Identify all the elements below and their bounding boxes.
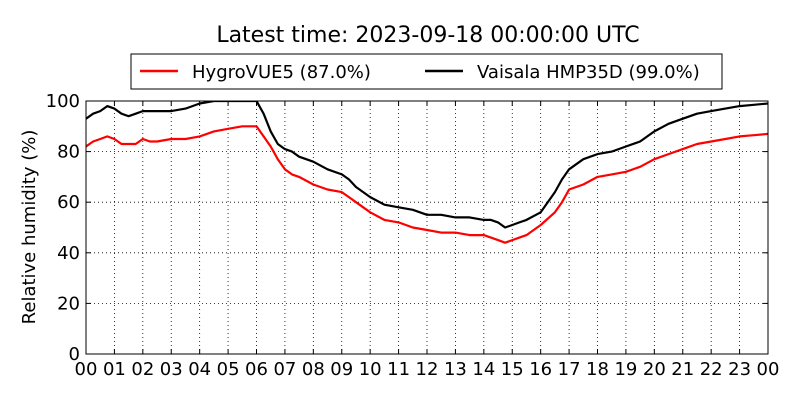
series-line-hygrovue5: [86, 125, 768, 244]
ticks: [85, 100, 769, 355]
x-tick-label: 06: [245, 359, 268, 380]
x-tick-label: 08: [302, 359, 325, 380]
x-tick-label: 00: [757, 359, 780, 380]
x-tick-labels: 00 01 02 03 04 05 06 07 08 09 10 11 12 13 14 15 16 17 18 19…: [75, 359, 780, 380]
x-tick-label: 11: [387, 359, 410, 380]
x-tick-label: 19: [614, 359, 637, 380]
x-tick-label: 20: [643, 359, 666, 380]
x-tick-label: 15: [501, 359, 524, 380]
y-axis-label: Relative humidity (%): [19, 130, 40, 325]
y-tick-label: 40: [57, 243, 80, 264]
x-tick-label: 02: [131, 359, 154, 380]
x-tick-label: 03: [160, 359, 183, 380]
x-tick-label: 21: [671, 359, 694, 380]
x-tick-label: 00: [75, 359, 98, 380]
x-tick-label: 05: [217, 359, 240, 380]
legend: HygroVUE5 (87.0%) Vaisala HMP35D (99.0%): [130, 53, 723, 90]
x-tick-label: 14: [472, 359, 495, 380]
x-tick-label: 23: [728, 359, 751, 380]
x-tick-label: 16: [529, 359, 552, 380]
series-layer: [86, 101, 768, 244]
y-tick-label: 0: [69, 344, 80, 365]
x-tick-label: 01: [103, 359, 126, 380]
y-tick-labels: 0 20 40 60 80 100: [46, 91, 80, 365]
chart-title: Latest time: 2023-09-18 00:00:00 UTC: [216, 23, 639, 48]
x-tick-label: 09: [330, 359, 353, 380]
grid: [86, 101, 768, 354]
x-tick-label: 13: [444, 359, 467, 380]
x-tick-label: 17: [558, 359, 581, 380]
x-tick-label: 22: [700, 359, 723, 380]
y-tick-label: 80: [57, 142, 80, 163]
legend-label-vaisala: Vaisala HMP35D (99.0%): [477, 62, 700, 83]
x-tick-label: 18: [586, 359, 609, 380]
y-tick-label: 20: [57, 293, 80, 314]
x-tick-label: 04: [188, 359, 211, 380]
y-tick-label: 60: [57, 192, 80, 213]
legend-label-hygrovue5: HygroVUE5 (87.0%): [192, 62, 371, 83]
series-line-vaisala: [86, 101, 768, 229]
x-tick-label: 10: [359, 359, 382, 380]
x-tick-label: 12: [416, 359, 439, 380]
x-tick-label: 07: [273, 359, 296, 380]
y-tick-label: 100: [46, 91, 80, 112]
